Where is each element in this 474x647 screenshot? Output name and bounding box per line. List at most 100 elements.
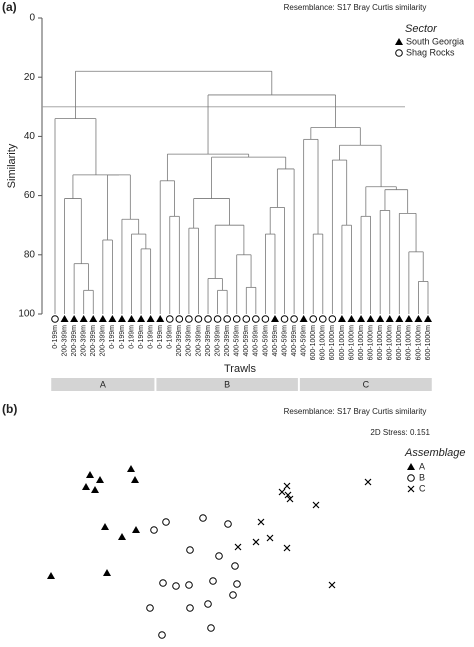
leaf-marker	[89, 315, 98, 322]
point	[209, 577, 217, 585]
leaf-marker	[194, 315, 203, 323]
point	[132, 526, 140, 533]
leaf-marker	[175, 315, 184, 323]
leaf-marker	[424, 315, 432, 322]
y-tick-label: 100	[18, 309, 35, 320]
point	[103, 569, 111, 576]
point	[158, 631, 166, 639]
group-bar	[156, 378, 298, 391]
point	[224, 520, 232, 528]
point	[150, 526, 158, 534]
legend-label: South Georgia	[406, 36, 464, 46]
leaf-marker	[328, 315, 337, 323]
leaf-label: 200-399m	[81, 325, 88, 357]
point	[199, 514, 207, 522]
leaf-label: 200-399m	[71, 325, 78, 357]
leaf-label: 400-599m	[291, 325, 298, 357]
point	[257, 518, 265, 526]
leaf-marker	[60, 315, 69, 322]
point	[186, 604, 194, 612]
leaf-label: 0-199m	[128, 325, 135, 349]
group-label: B	[224, 379, 230, 389]
leaf-marker	[79, 315, 88, 322]
leaf-marker	[146, 315, 155, 322]
group-label: C	[363, 379, 370, 389]
leaf-label: 0-199m	[138, 325, 145, 349]
group-label: A	[100, 379, 106, 389]
point	[364, 478, 372, 486]
leaf-label: 200-399m	[224, 325, 231, 357]
leaf-marker	[156, 315, 165, 322]
leaf-label: 400-599m	[243, 325, 250, 357]
leaf-marker	[337, 315, 346, 322]
leaf-marker	[270, 315, 279, 322]
point	[86, 471, 94, 478]
legend-label: B	[419, 472, 425, 482]
x-axis-label: Trawls	[224, 363, 256, 375]
leaf-label: 600-1000m	[377, 325, 384, 361]
group-bar	[51, 378, 155, 391]
leaf-marker	[395, 315, 404, 322]
point	[266, 534, 274, 542]
leaf-marker	[185, 315, 193, 323]
leaf-label: 600-1000m	[425, 325, 432, 361]
legend-title: Sector	[405, 23, 438, 35]
point	[286, 495, 294, 503]
point	[96, 476, 104, 483]
leaf-label: 600-1000m	[339, 325, 346, 361]
leaf-marker	[252, 315, 260, 323]
legend-marker	[407, 463, 415, 470]
leaf-marker	[242, 315, 251, 323]
point	[207, 624, 215, 632]
point	[82, 483, 90, 490]
leaf-marker	[70, 315, 79, 322]
leaf-marker	[357, 315, 366, 322]
point	[185, 581, 193, 589]
leaf-label: 600-1000m	[310, 325, 317, 361]
leaf-marker	[261, 315, 270, 323]
point	[231, 562, 239, 570]
leaf-label: 400-599m	[272, 325, 279, 357]
leaf-marker	[290, 315, 298, 323]
leaf-label: 200-399m	[90, 325, 97, 357]
point	[47, 572, 55, 579]
point	[172, 582, 180, 590]
point	[162, 518, 170, 526]
leaf-marker	[376, 315, 385, 322]
leaf-marker	[318, 315, 327, 323]
panel-label: (b)	[2, 402, 17, 416]
leaf-marker	[385, 315, 394, 322]
leaf-label: 0-199m	[119, 325, 126, 349]
leaf-marker	[414, 315, 423, 322]
legend-marker	[395, 49, 403, 57]
legend-marker	[395, 38, 403, 45]
point	[186, 546, 194, 554]
y-tick-label: 80	[24, 249, 36, 260]
y-axis-label: Similarity	[6, 143, 18, 188]
leaf-label: 200-399m	[186, 325, 193, 357]
leaf-label: 400-599m	[281, 325, 288, 357]
leaf-label: 600-1000m	[415, 325, 422, 361]
leaf-marker	[204, 315, 212, 323]
leaf-marker	[165, 315, 174, 323]
y-tick-label: 40	[24, 131, 36, 142]
group-bar	[299, 378, 432, 391]
point	[328, 581, 336, 589]
leaf-label: 200-399m	[176, 325, 183, 357]
leaf-marker	[232, 315, 241, 323]
leaf-marker	[127, 315, 136, 322]
point	[131, 476, 139, 483]
legend-marker	[407, 485, 415, 493]
leaf-label: 200-399m	[214, 325, 221, 357]
point	[283, 482, 291, 490]
point	[284, 491, 292, 499]
leaf-label: 200-399m	[100, 325, 107, 357]
legend-label: A	[419, 461, 425, 471]
subtitle: Resemblance: S17 Bray Curtis similarity	[284, 3, 427, 12]
leaf-label: 0-199m	[167, 325, 174, 349]
leaf-marker	[366, 315, 375, 322]
y-tick-label: 20	[24, 72, 36, 83]
point	[283, 544, 291, 552]
panel-label: (a)	[2, 0, 17, 14]
